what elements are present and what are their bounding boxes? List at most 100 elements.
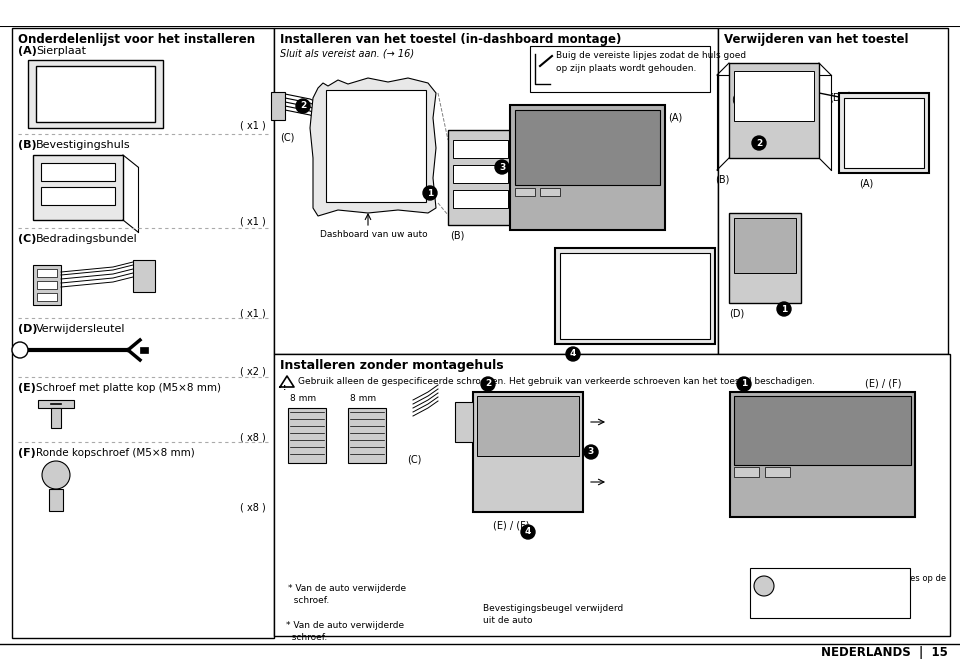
Bar (38, 400, 74, 408)
Text: Sluit als vereist aan. (→ 16): Sluit als vereist aan. (→ 16) (280, 48, 414, 58)
Text: ( x2 ): ( x2 ) (240, 367, 266, 377)
Bar (448, 130, 513, 225)
Text: (D): (D) (729, 309, 744, 319)
Text: (A): (A) (668, 113, 683, 123)
Text: 8 mm: 8 mm (350, 394, 376, 403)
Text: ( x8 ): ( x8 ) (240, 432, 266, 442)
Bar (28, 60, 163, 128)
Text: !: ! (283, 385, 286, 391)
Text: 2: 2 (300, 101, 306, 111)
Circle shape (521, 525, 535, 539)
Text: Verwijderen van het toestel: Verwijderen van het toestel (724, 33, 908, 46)
Text: 3: 3 (499, 162, 505, 171)
Circle shape (296, 99, 310, 113)
Bar (12, 28, 274, 638)
Bar (326, 90, 426, 202)
Circle shape (42, 461, 70, 489)
Text: (C): (C) (280, 132, 295, 142)
Bar (477, 396, 579, 456)
Text: 2: 2 (485, 379, 492, 389)
Text: Bedradingsbundel: Bedradingsbundel (36, 234, 137, 244)
Text: INSTALLEREN / VERBINDEN: INSTALLEREN / VERBINDEN (703, 4, 955, 22)
Polygon shape (292, 463, 322, 478)
Text: 2: 2 (756, 138, 762, 148)
Text: Buig eventuele hinderende lipjes op de: Buig eventuele hinderende lipjes op de (780, 574, 947, 583)
Bar (37, 269, 57, 277)
Bar (839, 93, 929, 173)
Text: Bevestigingsbeugel verwijderd: Bevestigingsbeugel verwijderd (483, 604, 623, 613)
Text: Gebruik alleen de gespecificeerde schroeven. Het gebruik van verkeerde schroeven: Gebruik alleen de gespecificeerde schroe… (298, 377, 815, 386)
Text: (A): (A) (859, 178, 874, 188)
Text: (F): (F) (18, 448, 36, 458)
Text: ( x1 ): ( x1 ) (240, 120, 266, 130)
Bar (560, 253, 710, 339)
Bar (540, 188, 560, 196)
Bar (734, 396, 911, 465)
Bar (288, 408, 326, 463)
Polygon shape (352, 463, 382, 478)
Bar (515, 188, 535, 196)
Text: 1: 1 (780, 305, 787, 314)
Polygon shape (310, 78, 436, 216)
Text: (D): (D) (829, 93, 844, 103)
Bar (729, 63, 819, 158)
Text: ( x1 ): ( x1 ) (240, 308, 266, 318)
Text: Sierplaat: Sierplaat (36, 46, 86, 56)
Text: Installeren van het toestel (in-dashboard montage): Installeren van het toestel (in-dashboar… (280, 33, 621, 46)
Bar (729, 213, 801, 303)
Bar (453, 190, 508, 208)
Bar (271, 92, 285, 120)
Circle shape (777, 302, 791, 316)
Text: (A): (A) (18, 46, 36, 56)
Text: bevestigingsbeugel vlak.: bevestigingsbeugel vlak. (780, 587, 885, 596)
Bar (455, 402, 473, 442)
Text: Verwijdersleutel: Verwijdersleutel (36, 324, 126, 334)
Text: Dashboard van uw auto: Dashboard van uw auto (320, 230, 427, 239)
Text: Buig de vereiste lipjes zodat de huls goed: Buig de vereiste lipjes zodat de huls go… (556, 51, 746, 60)
Bar (33, 155, 123, 220)
Text: Onderdelenlijst voor het installeren: Onderdelenlijst voor het installeren (18, 33, 255, 46)
Text: 4: 4 (525, 528, 531, 536)
Text: ( x8 ): ( x8 ) (240, 503, 266, 513)
Text: NEDERLANDS  |  15: NEDERLANDS | 15 (821, 646, 948, 659)
Text: schroef.: schroef. (286, 633, 327, 642)
Text: (C): (C) (407, 454, 421, 464)
Bar (51, 408, 61, 428)
Bar (765, 467, 790, 477)
Text: schroef.: schroef. (288, 596, 329, 605)
Text: 1: 1 (741, 379, 747, 389)
Circle shape (566, 347, 580, 361)
Text: (E): (E) (18, 383, 36, 393)
Text: (D): (D) (731, 94, 746, 104)
Circle shape (754, 576, 774, 596)
Bar (555, 248, 715, 344)
Bar (453, 140, 508, 158)
Bar (41, 187, 115, 205)
Bar (348, 408, 386, 463)
Text: * Van de auto verwijderde: * Van de auto verwijderde (288, 584, 406, 593)
Bar (530, 46, 710, 92)
Text: 1: 1 (427, 189, 433, 197)
Text: 3: 3 (588, 448, 594, 457)
Bar (274, 354, 950, 636)
Bar (844, 98, 924, 168)
Text: (B): (B) (715, 174, 730, 184)
Text: (E) / (F): (E) / (F) (493, 520, 530, 530)
Text: * Van de auto verwijderde: * Van de auto verwijderde (286, 621, 404, 630)
Bar (37, 293, 57, 301)
Text: (C): (C) (18, 234, 36, 244)
Circle shape (584, 445, 598, 459)
Text: ( x1 ): ( x1 ) (240, 217, 266, 227)
Bar (36, 66, 155, 122)
Bar (734, 467, 759, 477)
Text: Ronde kopschroef (M5×8 mm): Ronde kopschroef (M5×8 mm) (36, 448, 195, 458)
Bar (37, 281, 57, 289)
Circle shape (752, 136, 766, 150)
Circle shape (495, 160, 509, 174)
Bar (730, 392, 915, 517)
Circle shape (12, 342, 28, 358)
Bar (750, 568, 910, 618)
Circle shape (737, 377, 751, 391)
Bar (718, 28, 948, 354)
Bar (41, 163, 115, 181)
